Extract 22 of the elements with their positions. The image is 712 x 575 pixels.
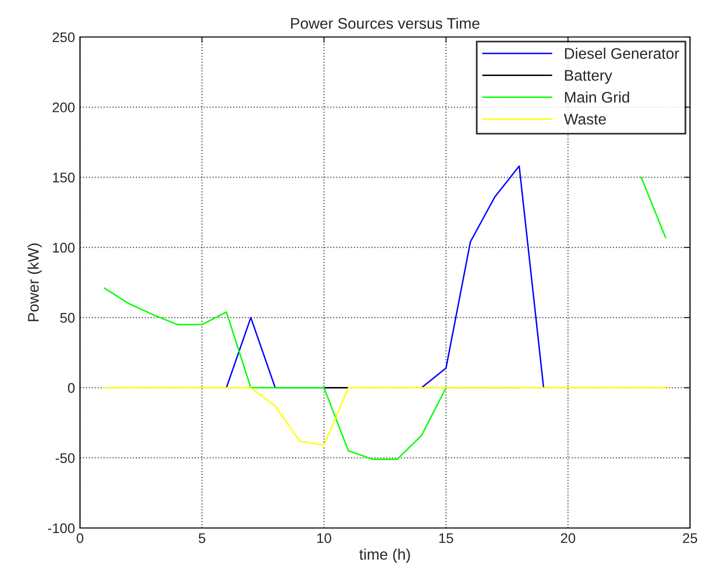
y-tick-label: 50 — [60, 312, 75, 323]
x-tick-label: 10 — [317, 533, 332, 544]
y-tick-label: 100 — [53, 242, 75, 253]
y-tick-label: -100 — [48, 523, 75, 534]
x-tick-label: 5 — [198, 533, 206, 544]
legend-label: Main Grid — [565, 91, 630, 103]
y-tick-label: 0 — [68, 383, 75, 393]
line-series — [104, 387, 666, 446]
x-tick-label: 20 — [560, 533, 576, 544]
y-tick-label: 200 — [52, 102, 75, 112]
legend-label: Waste — [564, 114, 606, 125]
x-tick-label: 15 — [439, 533, 454, 544]
x-tick-label: 25 — [682, 533, 698, 544]
x-axis-title: time (h) — [359, 548, 410, 563]
y-axis-title: Power (kW) — [28, 244, 42, 322]
y-tick-label: 150 — [53, 172, 75, 182]
chart-title: Power Sources versus Time — [291, 18, 480, 29]
legend-label: Battery — [565, 70, 612, 84]
y-tick-label: 250 — [52, 32, 75, 42]
y-tick-label: -50 — [56, 453, 75, 464]
x-tick-label: 0 — [76, 533, 84, 544]
legend-label: Diesel Generator — [565, 48, 680, 59]
